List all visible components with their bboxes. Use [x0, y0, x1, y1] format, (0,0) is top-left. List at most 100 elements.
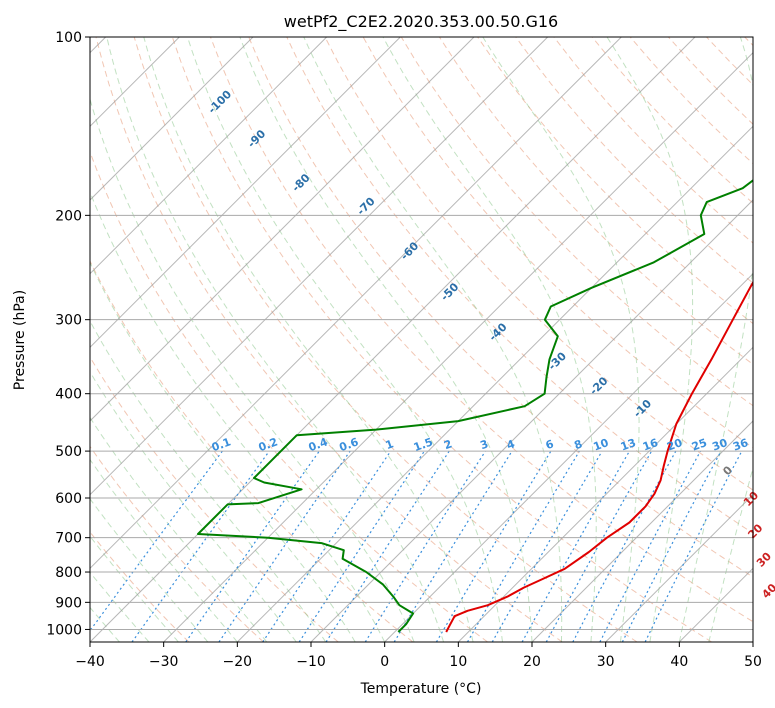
dry-adiabat-line	[90, 356, 339, 642]
isotherm-line	[531, 420, 753, 642]
mixing-ratio-label: 6	[544, 437, 556, 452]
moist-adiabat-line	[143, 37, 474, 642]
mixing-ratio-label: 1.5	[412, 435, 435, 454]
dry-adiabat-label: -80	[289, 171, 312, 194]
moist-adiabat-line	[382, 37, 597, 642]
isotherm-line	[90, 37, 328, 275]
moist-adiabat-label: 30	[754, 549, 774, 569]
mixing-ratio-line	[90, 450, 223, 632]
x-tick-label: −10	[296, 654, 326, 670]
mixing-ratio-line	[521, 450, 631, 642]
temperature-profile-line	[445, 280, 753, 633]
mixing-ratio-label: 20	[665, 436, 684, 454]
mixing-ratio-line	[599, 450, 702, 642]
y-tick-label: 1000	[46, 622, 82, 638]
dry-adiabat-line	[210, 37, 753, 623]
x-axis-ticks: −40 −30 −20 −10 0 10 20 30 40 50	[75, 642, 762, 670]
isotherm-line	[90, 37, 696, 642]
mixing-ratio-label: 13	[619, 436, 638, 453]
x-tick-label: 0	[380, 654, 389, 670]
isotherm-line	[457, 346, 753, 642]
dewpoint-profile-line	[197, 179, 753, 633]
moist-adiabat-line	[678, 37, 753, 642]
mixing-ratio-line	[545, 450, 653, 642]
y-axis-ticks: 100 200 300 400 500 600 700 800 900 1000	[46, 30, 90, 638]
dry-adiabat-line	[324, 37, 753, 491]
x-tick-label: 10	[449, 654, 467, 670]
mixing-ratio-line	[325, 450, 450, 642]
x-tick-label: 20	[523, 654, 541, 670]
line-labels: 0.1 0.2 0.4 0.6 1 1.5 2 3 4 6 8 10 13 16 20 25 30 36-100-…	[206, 87, 775, 601]
grid	[90, 37, 753, 630]
isotherm-line	[236, 125, 753, 642]
moist-adiabat-line	[90, 571, 150, 642]
dry-adiabat-line	[95, 37, 563, 642]
moist-adiabat-line	[90, 458, 238, 642]
isotherm-line	[163, 51, 753, 642]
y-tick-label: 500	[55, 444, 82, 460]
y-axis-label: Pressure (hPa)	[12, 290, 28, 390]
mixing-ratio-label: 16	[641, 436, 660, 454]
x-tick-label: −30	[149, 654, 179, 670]
dry-adiabat-line	[515, 37, 753, 284]
isotherm-line	[384, 272, 753, 642]
dry-adiabat-line	[90, 259, 414, 642]
isotherm-line	[90, 37, 401, 349]
mixing-ratio-label: 25	[690, 436, 709, 453]
dry-adiabat-label: -60	[398, 239, 421, 262]
dry-adiabat-label: -40	[486, 320, 509, 343]
moist-adiabat-line	[90, 261, 356, 642]
moist-adiabat-line	[90, 416, 268, 642]
mixing-ratio-line	[572, 450, 677, 642]
dry-adiabat-line	[133, 37, 638, 642]
mixing-ratio-line	[621, 450, 722, 642]
isotherm-line	[90, 37, 254, 201]
mixing-ratio-line	[491, 450, 603, 642]
mixing-ratio-line	[131, 450, 270, 642]
mixing-ratio-label: 8	[572, 437, 584, 452]
dry-adiabat-line	[90, 531, 190, 642]
mixing-ratio-line	[393, 450, 513, 642]
x-axis-label: Temperature (°C)	[360, 681, 482, 697]
dry-adiabat-line	[248, 37, 753, 578]
isotherm-line	[310, 199, 753, 642]
moist-adiabat-line	[90, 497, 209, 642]
y-tick-label: 600	[55, 491, 82, 507]
dry-adiabat-line	[591, 37, 753, 204]
dry-adiabat-label: -90	[245, 127, 268, 150]
isotherm-line	[90, 37, 549, 496]
x-tick-label: −40	[75, 654, 105, 670]
y-tick-label: 900	[55, 595, 82, 611]
moist-adiabat-line	[90, 370, 297, 642]
dry-adiabat-line	[90, 150, 488, 642]
moist-adiabat-label: 20	[745, 521, 765, 541]
mixing-ratio-label: 0.1	[210, 435, 233, 454]
plot-frame	[89, 36, 754, 643]
mixing-ratio-label: 0.4	[307, 435, 330, 454]
dry-adiabat-line	[171, 37, 712, 642]
y-tick-label: 800	[55, 565, 82, 581]
moist-adiabat-label: 10	[741, 489, 761, 509]
x-tick-label: −20	[223, 654, 253, 670]
series-layer	[197, 179, 753, 633]
mixing-ratio-label: 0.6	[338, 435, 361, 454]
mixing-ratio-line	[298, 450, 425, 642]
y-tick-label: 200	[55, 208, 82, 224]
background-lines	[90, 37, 753, 642]
moist-adiabat-line	[606, 37, 694, 642]
chart-title: wetPf2_C2E2.2020.353.00.50.G16	[284, 12, 558, 32]
dry-adiabat-line	[90, 445, 264, 642]
dry-adiabat-label: -10	[631, 397, 654, 420]
dry-adiabat-line	[553, 37, 753, 244]
moist-adiabat-label: 40	[759, 581, 775, 601]
y-tick-label: 400	[55, 387, 82, 403]
mixing-ratio-line	[435, 450, 552, 642]
dry-adiabat-line	[744, 37, 753, 47]
mixing-ratio-line	[262, 450, 392, 642]
moist-adiabat-line	[187, 37, 503, 642]
mixing-ratio-label: 30	[710, 436, 729, 454]
moist-adiabat-line	[482, 37, 640, 642]
y-tick-label: 300	[55, 313, 82, 329]
moist-adiabat-line	[106, 37, 445, 642]
